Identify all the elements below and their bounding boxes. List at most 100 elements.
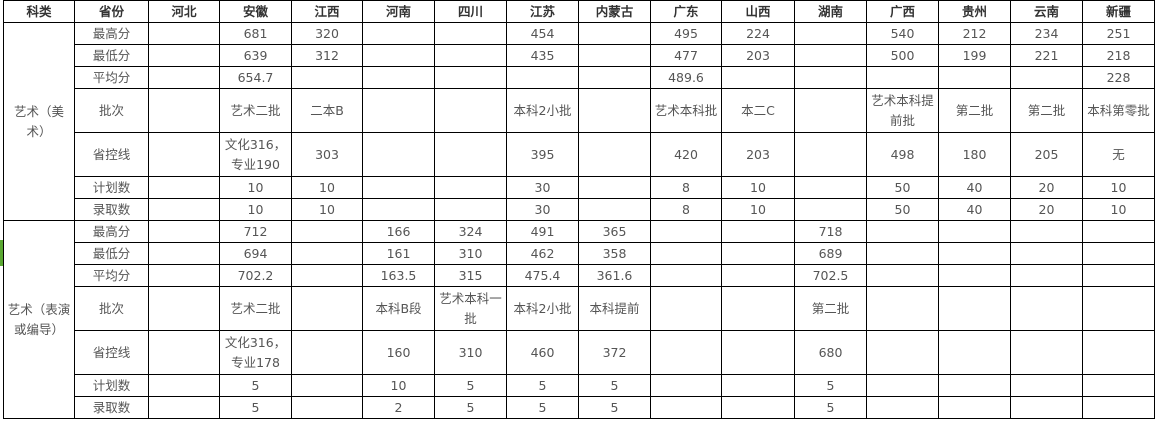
value-cell: [148, 176, 220, 199]
value-cell: [721, 330, 795, 375]
value-cell: [362, 66, 435, 89]
value-cell: [794, 132, 867, 177]
value-cell: 234: [1010, 22, 1083, 45]
header-province-col: 江苏: [506, 0, 579, 23]
value-cell: [148, 396, 220, 419]
value-cell: [938, 286, 1011, 331]
value-cell: 30: [506, 198, 579, 221]
table-row: 计划数 5 10 5 5 5 5: [4, 374, 1155, 397]
value-cell: [650, 286, 722, 331]
value-cell: [291, 264, 363, 287]
value-cell: [578, 88, 651, 133]
value-cell: 二本B: [291, 88, 363, 133]
value-cell: 20: [1010, 176, 1083, 199]
value-cell: [721, 286, 795, 331]
value-cell: 5: [578, 396, 651, 419]
value-cell: 712: [219, 220, 292, 243]
value-cell: 395: [506, 132, 579, 177]
value-cell: [721, 242, 795, 265]
table-row: 省控线 文化316，专业190 303 395 420 203 498 180 205 无: [4, 132, 1155, 177]
header-province-col: 湖南: [794, 0, 867, 23]
value-cell: 680: [794, 330, 867, 375]
value-cell: [148, 286, 220, 331]
sheet-edge-marker: [0, 240, 3, 266]
category-cell: 艺术（表演或编导）: [3, 220, 75, 419]
value-cell: 203: [721, 44, 795, 67]
value-cell: [362, 88, 435, 133]
value-cell: 361.6: [578, 264, 651, 287]
value-cell: 艺术本科批: [650, 88, 722, 133]
value-cell: [866, 286, 939, 331]
value-cell: [291, 66, 363, 89]
value-cell: [291, 242, 363, 265]
value-cell: 艺术本科提前批: [866, 88, 939, 133]
value-cell: [434, 132, 507, 177]
value-cell: 艺术二批: [219, 88, 292, 133]
value-cell: 161: [362, 242, 435, 265]
value-cell: 本二C: [721, 88, 795, 133]
table-row: 最低分 639 312 435 477 203 500 199 221 218: [4, 44, 1155, 67]
value-cell: [866, 396, 939, 419]
value-cell: 358: [578, 242, 651, 265]
value-cell: 160: [362, 330, 435, 375]
value-cell: 10: [1082, 198, 1155, 221]
value-cell: 365: [578, 220, 651, 243]
table-row: 平均分 702.2 163.5 315 475.4 361.6 702.5: [4, 264, 1155, 287]
value-cell: 5: [434, 374, 507, 397]
row-label: 批次: [74, 88, 149, 133]
row-label: 计划数: [74, 176, 149, 199]
value-cell: 10: [291, 198, 363, 221]
value-cell: 8: [650, 198, 722, 221]
value-cell: 5: [506, 374, 579, 397]
value-cell: 312: [291, 44, 363, 67]
value-cell: 689: [794, 242, 867, 265]
category-cell: 艺术（美术）: [3, 22, 75, 221]
header-province-col: 河南: [362, 0, 435, 23]
value-cell: [794, 88, 867, 133]
value-cell: [578, 132, 651, 177]
value-cell: 第二批: [794, 286, 867, 331]
value-cell: [721, 66, 795, 89]
header-province-col: 新疆: [1082, 0, 1155, 23]
value-cell: [148, 264, 220, 287]
value-cell: 203: [721, 132, 795, 177]
value-cell: 本科提前: [578, 286, 651, 331]
row-label: 最低分: [74, 44, 149, 67]
value-cell: 10: [721, 176, 795, 199]
value-cell: 460: [506, 330, 579, 375]
value-cell: 654.7: [219, 66, 292, 89]
value-cell: [148, 330, 220, 375]
header-province-col: 河北: [148, 0, 220, 23]
value-cell: [578, 22, 651, 45]
value-cell: [362, 44, 435, 67]
value-cell: 5: [434, 396, 507, 419]
value-cell: [578, 44, 651, 67]
value-cell: 228: [1082, 66, 1155, 89]
value-cell: [938, 242, 1011, 265]
value-cell: [1010, 374, 1083, 397]
value-cell: [866, 374, 939, 397]
value-cell: [938, 330, 1011, 375]
row-label: 计划数: [74, 374, 149, 397]
value-cell: 163.5: [362, 264, 435, 287]
header-province-col: 山西: [721, 0, 795, 23]
header-province-col: 云南: [1010, 0, 1083, 23]
value-cell: 639: [219, 44, 292, 67]
value-cell: 498: [866, 132, 939, 177]
value-cell: 5: [506, 396, 579, 419]
value-cell: [434, 44, 507, 67]
value-cell: 10: [219, 198, 292, 221]
value-cell: 324: [434, 220, 507, 243]
value-cell: 30: [506, 176, 579, 199]
admission-score-table: 科类 省份 河北 安徽 江西 河南 四川 江苏 内蒙古 广东 山西 湖南 广西 贵州 云南 新疆 艺术（美术）…: [3, 0, 1155, 419]
value-cell: [148, 66, 220, 89]
value-cell: [650, 264, 722, 287]
row-label: 平均分: [74, 66, 149, 89]
row-label: 最高分: [74, 22, 149, 45]
value-cell: 20: [1010, 198, 1083, 221]
value-cell: [1082, 286, 1155, 331]
value-cell: [362, 22, 435, 45]
value-cell: 5: [578, 374, 651, 397]
header-province-col: 四川: [434, 0, 507, 23]
value-cell: [291, 220, 363, 243]
